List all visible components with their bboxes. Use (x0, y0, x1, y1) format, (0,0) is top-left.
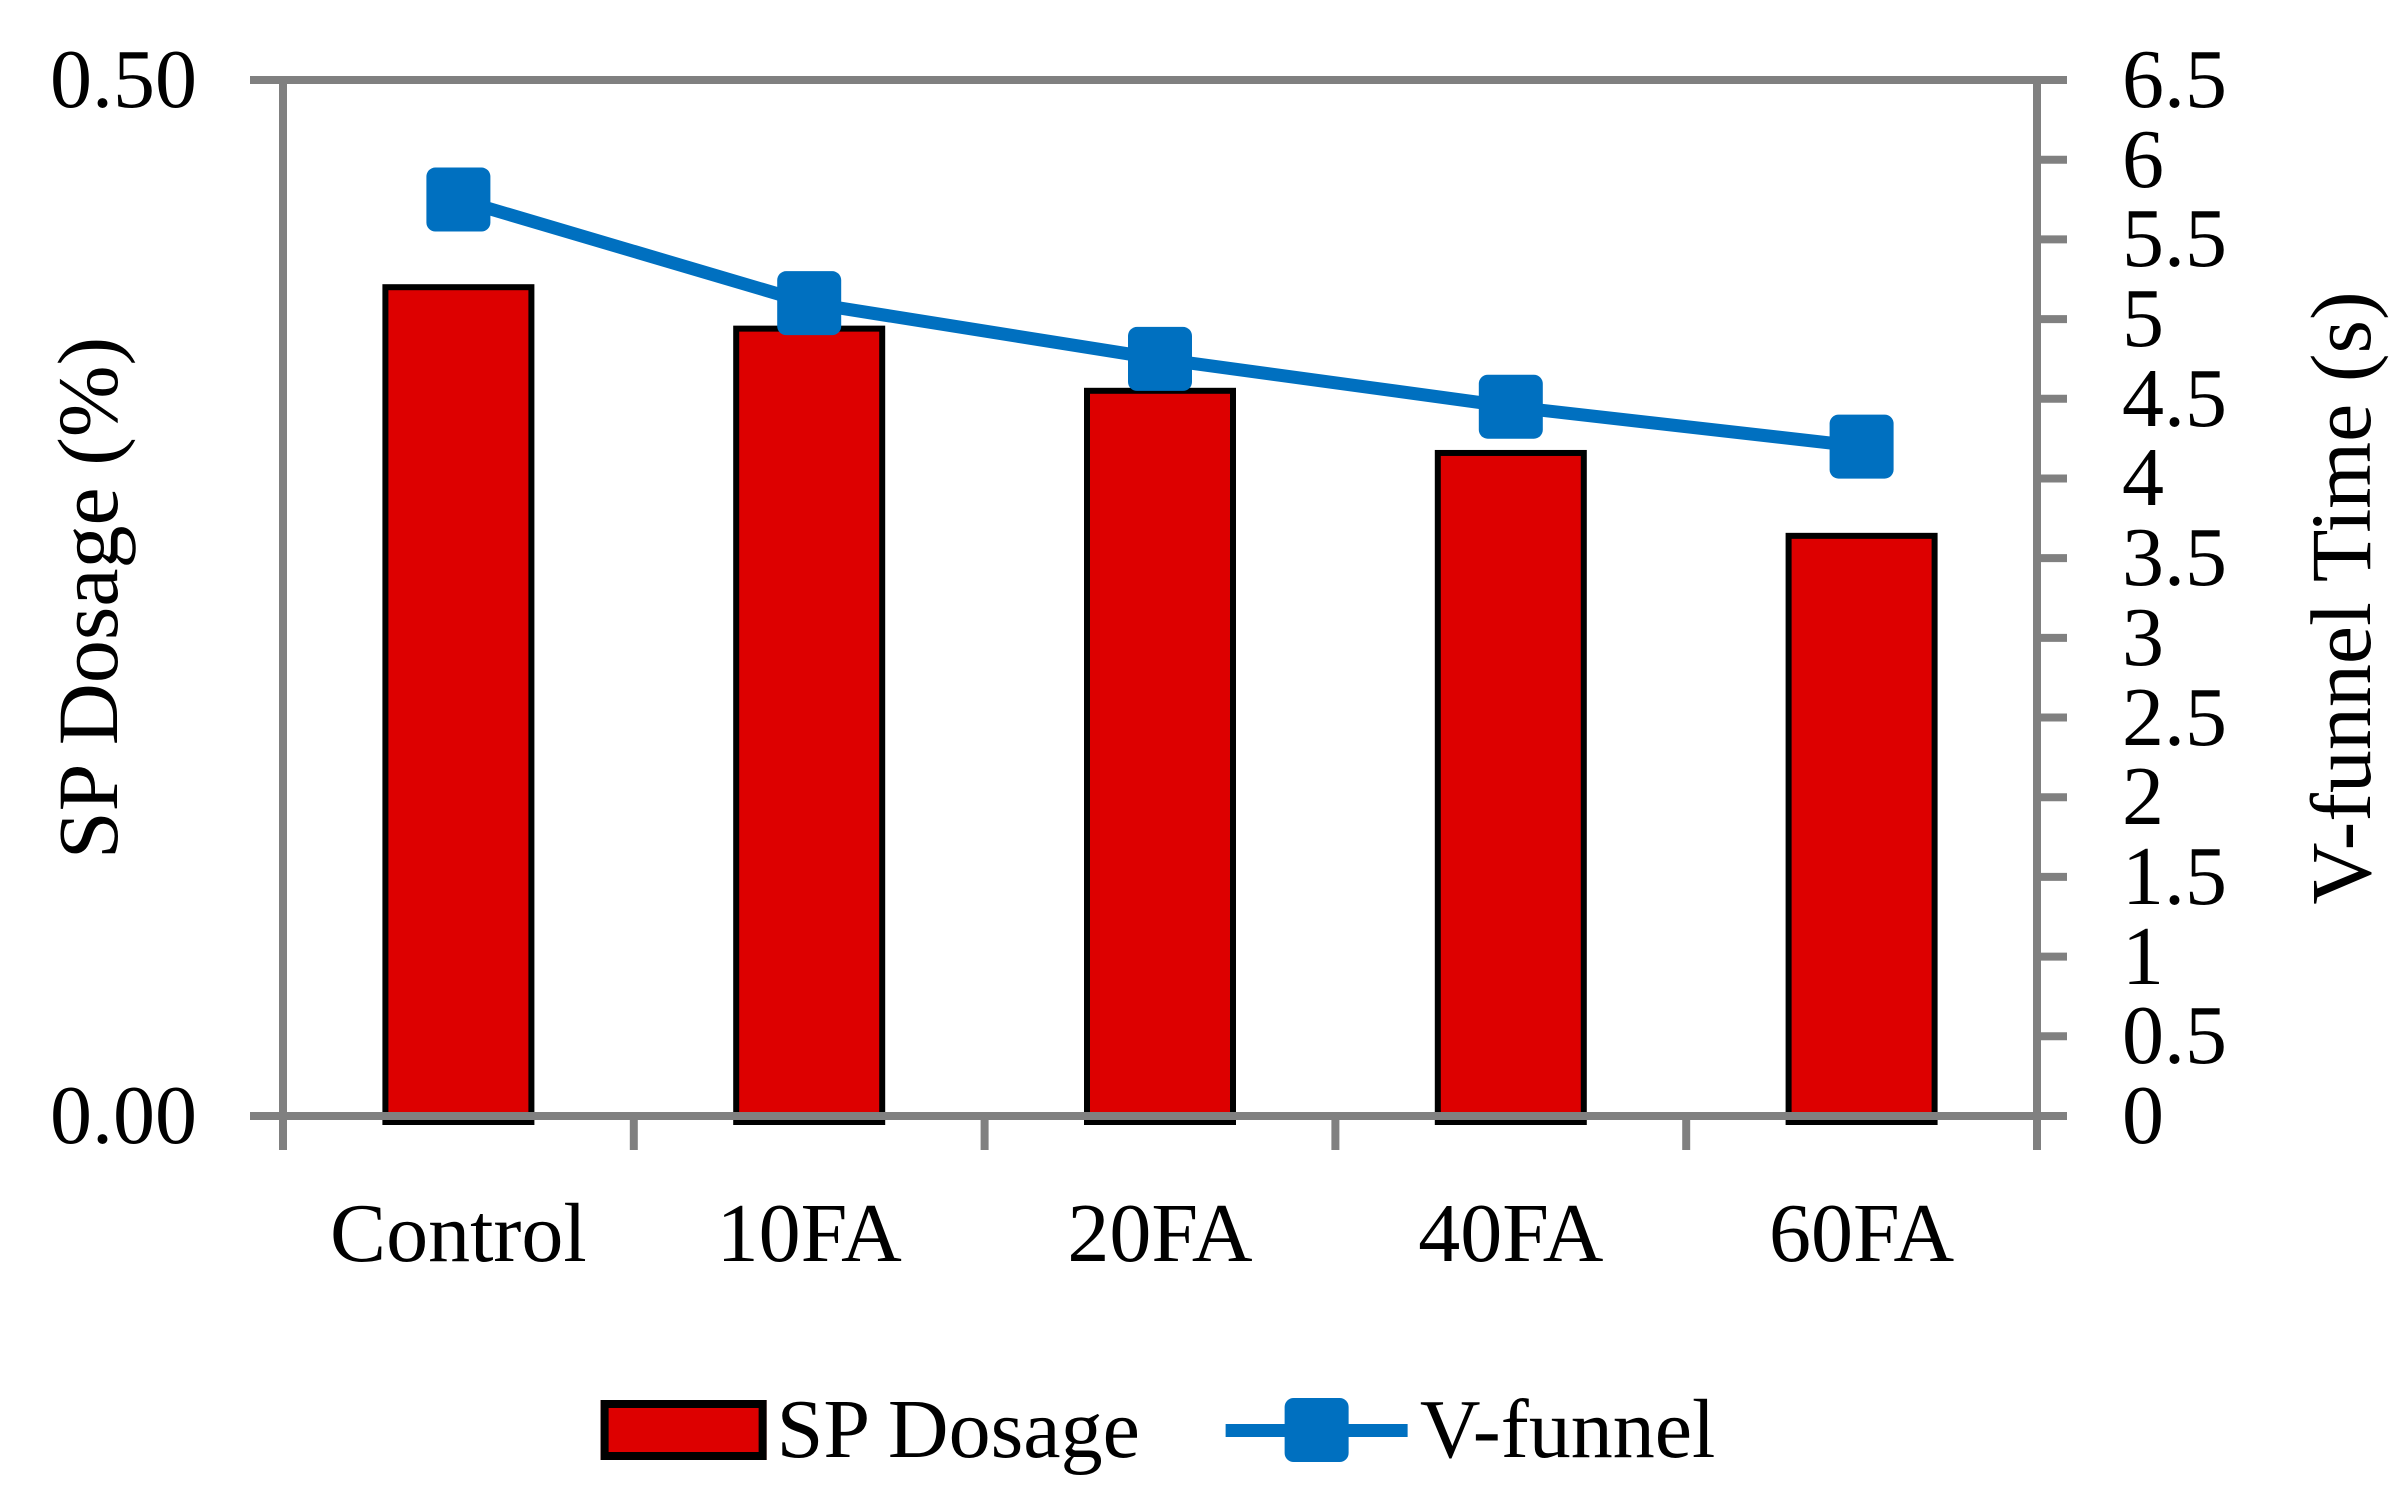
right-tick-label: 2.5 (2122, 670, 2227, 764)
v-funnel-marker-10fa (777, 271, 842, 336)
v-funnel-marker-control (426, 167, 491, 232)
v-funnel-swatch-marker (1284, 1398, 1349, 1462)
right-tick-label: 3.5 (2122, 511, 2227, 605)
bar-60fa (1785, 532, 1938, 1125)
category-label: Control (330, 1187, 587, 1280)
left-tick-label: 0.00 (50, 1069, 197, 1162)
v-funnel-marker-40fa (1478, 374, 1543, 439)
category-label: 10FA (716, 1187, 902, 1280)
left-tick-label: 0.50 (50, 33, 197, 126)
v-funnel-swatch-icon (1225, 1398, 1408, 1462)
right-tick-label: 5.5 (2122, 192, 2227, 286)
right-tick-label: 4 (2122, 431, 2164, 525)
v-funnel-marker-20fa (1128, 326, 1192, 391)
right-tick-label: 3 (2122, 590, 2164, 684)
right-tick-label: 1 (2122, 909, 2164, 1003)
bar-control (382, 284, 535, 1125)
category-label: 60FA (1769, 1187, 1955, 1280)
right-tick-label: 0 (2122, 1069, 2164, 1162)
legend: SP Dosage V-funnel (600, 1383, 1716, 1476)
right-tick-label: 4.5 (2122, 351, 2227, 445)
right-tick-label: 1.5 (2122, 829, 2227, 923)
legend-item-sp-dosage: SP Dosage (600, 1383, 1140, 1476)
category-label: 20FA (1067, 1187, 1253, 1280)
right-tick-label: 0.5 (2122, 989, 2227, 1083)
bar-10fa (733, 325, 886, 1125)
legend-item-v-funnel: V-funnel (1225, 1383, 1716, 1476)
right-tick-label: 5 (2122, 272, 2164, 366)
sp-dosage-swatch-icon (600, 1400, 767, 1460)
category-label: 40FA (1418, 1187, 1604, 1280)
legend-label-sp-dosage: SP Dosage (776, 1383, 1140, 1476)
legend-label-v-funnel: V-funnel (1419, 1383, 1716, 1476)
right-tick-label: 6 (2122, 112, 2164, 206)
v-funnel-marker-60fa (1829, 414, 1894, 479)
right-tick-label: 2 (2122, 750, 2164, 844)
right-tick-label: 6.5 (2122, 33, 2227, 126)
bar-40fa (1434, 449, 1587, 1125)
